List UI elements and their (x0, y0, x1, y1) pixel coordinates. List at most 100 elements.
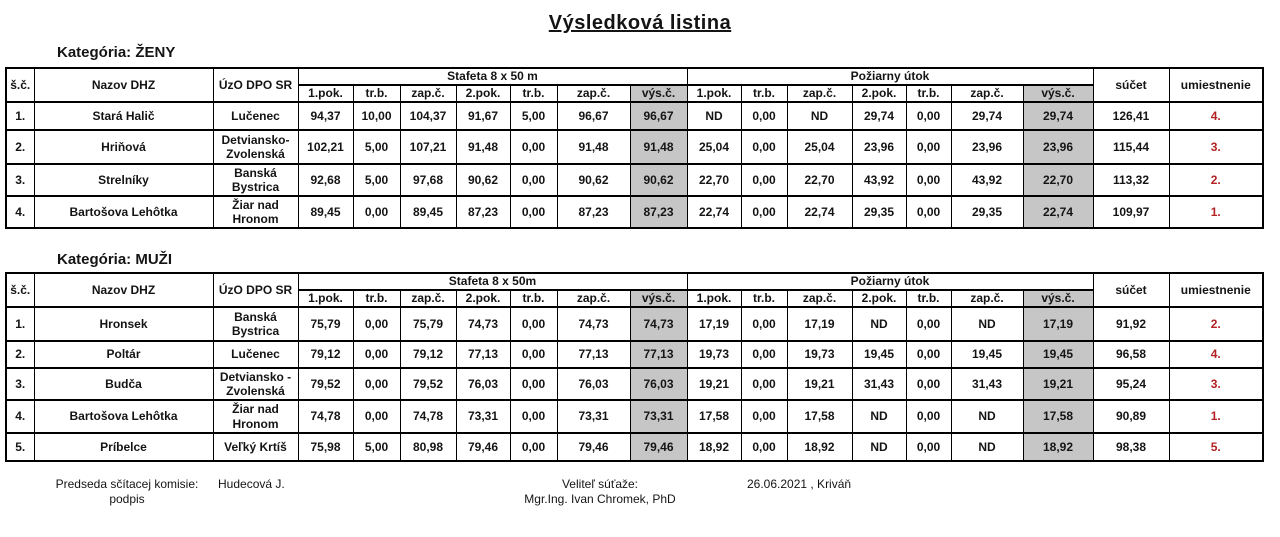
sub-header-poziarny-6: výs.č. (1022, 289, 1094, 308)
cell-stafeta-4: 0,00 (509, 129, 558, 165)
cell-poziarny-1: 0,00 (740, 129, 788, 165)
sub-header-stafeta-3: 2.pok. (455, 289, 511, 308)
cell-poziarny-3: 29,35 (851, 195, 907, 229)
table-row: 4. Bartošova Lehôtka Žiar nad Hronom 89,45 0… (5, 195, 1264, 229)
cell-stafeta-1: 0,00 (352, 399, 401, 434)
cell-poziarny-6: 17,58 (1022, 399, 1094, 434)
cell-stafeta-5: 90,62 (556, 163, 631, 197)
table-row: 3. Strelníky Banská Bystrica 92,68 5,00 97,68… (5, 163, 1264, 197)
cell-poziarny-3: ND (851, 399, 907, 434)
cell-poziarny-2: 19,21 (786, 367, 853, 401)
chairman-name: Hudecová J. (218, 477, 285, 491)
cell-poziarny-2: 22,70 (786, 163, 853, 197)
cell-nazov: Príbelce (33, 432, 214, 462)
cell-stafeta-2: 79,52 (399, 367, 457, 401)
cell-poziarny-4: 0,00 (905, 340, 952, 369)
cell-sc: 1. (5, 101, 35, 131)
col-header-sc: š.č. (5, 67, 35, 103)
cell-uzo: Banská Bystrica (212, 306, 299, 342)
sub-header-poziarny-5: zap.č. (950, 289, 1024, 308)
cell-sucet: 90,89 (1092, 399, 1170, 434)
cell-poziarny-0: 19,73 (686, 340, 742, 369)
cell-nazov: Poltár (33, 340, 214, 369)
cell-uzo: Žiar nad Hronom (212, 195, 299, 229)
col-header-sc: š.č. (5, 272, 35, 308)
cell-uzo: Veľký Krtíš (212, 432, 299, 462)
sub-header-stafeta-0: 1.pok. (297, 289, 354, 308)
cell-stafeta-4: 0,00 (509, 399, 558, 434)
sub-header-stafeta-3: 2.pok. (455, 84, 511, 103)
sub-header-poziarny-1: tr.b. (740, 289, 788, 308)
cell-stafeta-6: 87,23 (629, 195, 688, 229)
cell-poziarny-6: 29,74 (1022, 101, 1094, 131)
sub-header-poziarny-5: zap.č. (950, 84, 1024, 103)
cell-poziarny-2: 18,92 (786, 432, 853, 462)
cell-poziarny-5: 29,35 (950, 195, 1024, 229)
category-label-muzi: Kategória: MUŽI (57, 251, 173, 268)
cell-stafeta-2: 97,68 (399, 163, 457, 197)
cell-stafeta-4: 0,00 (509, 195, 558, 229)
cell-nazov: Budča (33, 367, 214, 401)
cell-sc: 2. (5, 129, 35, 165)
cell-poziarny-6: 22,70 (1022, 163, 1094, 197)
chairman-block: Predseda sčítacej komisie: podpis (44, 477, 210, 507)
cell-stafeta-6: 79,46 (629, 432, 688, 462)
group-header-stafeta: Stafeta 8 x 50 m (297, 67, 688, 86)
cell-uzo: Lučenec (212, 101, 299, 131)
cell-stafeta-0: 102,21 (297, 129, 354, 165)
cell-stafeta-1: 0,00 (352, 306, 401, 342)
cell-poziarny-3: 29,74 (851, 101, 907, 131)
signature-label: podpis (109, 492, 145, 506)
cell-place: 2. (1168, 163, 1264, 197)
cell-stafeta-6: 91,48 (629, 129, 688, 165)
cell-stafeta-0: 75,98 (297, 432, 354, 462)
cell-sucet: 126,41 (1092, 101, 1170, 131)
cell-poziarny-6: 19,45 (1022, 340, 1094, 369)
cell-nazov: Strelníky (33, 163, 214, 197)
cell-place: 1. (1168, 399, 1264, 434)
cell-poziarny-3: ND (851, 432, 907, 462)
cell-poziarny-5: ND (950, 306, 1024, 342)
cell-sucet: 95,24 (1092, 367, 1170, 401)
cell-poziarny-5: 31,43 (950, 367, 1024, 401)
cell-stafeta-3: 79,46 (455, 432, 511, 462)
cell-stafeta-3: 91,67 (455, 101, 511, 131)
cell-poziarny-3: 23,96 (851, 129, 907, 165)
col-header-nazov-dhz: Nazov DHZ (33, 272, 214, 308)
cell-poziarny-1: 0,00 (740, 367, 788, 401)
cell-poziarny-4: 0,00 (905, 163, 952, 197)
cell-place: 1. (1168, 195, 1264, 229)
cell-stafeta-5: 73,31 (556, 399, 631, 434)
sub-header-poziarny-0: 1.pok. (686, 289, 742, 308)
cell-poziarny-2: 19,73 (786, 340, 853, 369)
cell-uzo: Žiar nad Hronom (212, 399, 299, 434)
cell-stafeta-4: 0,00 (509, 340, 558, 369)
sub-header-stafeta-1: tr.b. (352, 289, 401, 308)
cell-poziarny-5: ND (950, 432, 1024, 462)
commander-label: Veliteľ súťaže: (561, 477, 639, 491)
sub-header-stafeta-5: zap.č. (556, 289, 631, 308)
cell-stafeta-6: 74,73 (629, 306, 688, 342)
cell-sc: 2. (5, 340, 35, 369)
cell-sucet: 115,44 (1092, 129, 1170, 165)
table-row: 3. Budča Detviansko - Zvolenská 79,52 0,00 79… (5, 367, 1264, 401)
cell-stafeta-3: 77,13 (455, 340, 511, 369)
sub-header-stafeta-4: tr.b. (509, 84, 558, 103)
cell-stafeta-2: 80,98 (399, 432, 457, 462)
sub-header-stafeta-5: zap.č. (556, 84, 631, 103)
cell-stafeta-2: 107,21 (399, 129, 457, 165)
category-label-zeny: Kategória: ŽENY (57, 44, 176, 61)
cell-poziarny-6: 18,92 (1022, 432, 1094, 462)
cell-stafeta-0: 89,45 (297, 195, 354, 229)
sub-header-poziarny-4: tr.b. (905, 289, 952, 308)
cell-stafeta-1: 0,00 (352, 367, 401, 401)
cell-sucet: 109,97 (1092, 195, 1170, 229)
sub-header-stafeta-1: tr.b. (352, 84, 401, 103)
cell-poziarny-1: 0,00 (740, 163, 788, 197)
cell-stafeta-6: 96,67 (629, 101, 688, 131)
sub-header-stafeta-2: zap.č. (399, 84, 457, 103)
cell-uzo: Banská Bystrica (212, 163, 299, 197)
cell-stafeta-1: 5,00 (352, 129, 401, 165)
cell-stafeta-6: 77,13 (629, 340, 688, 369)
